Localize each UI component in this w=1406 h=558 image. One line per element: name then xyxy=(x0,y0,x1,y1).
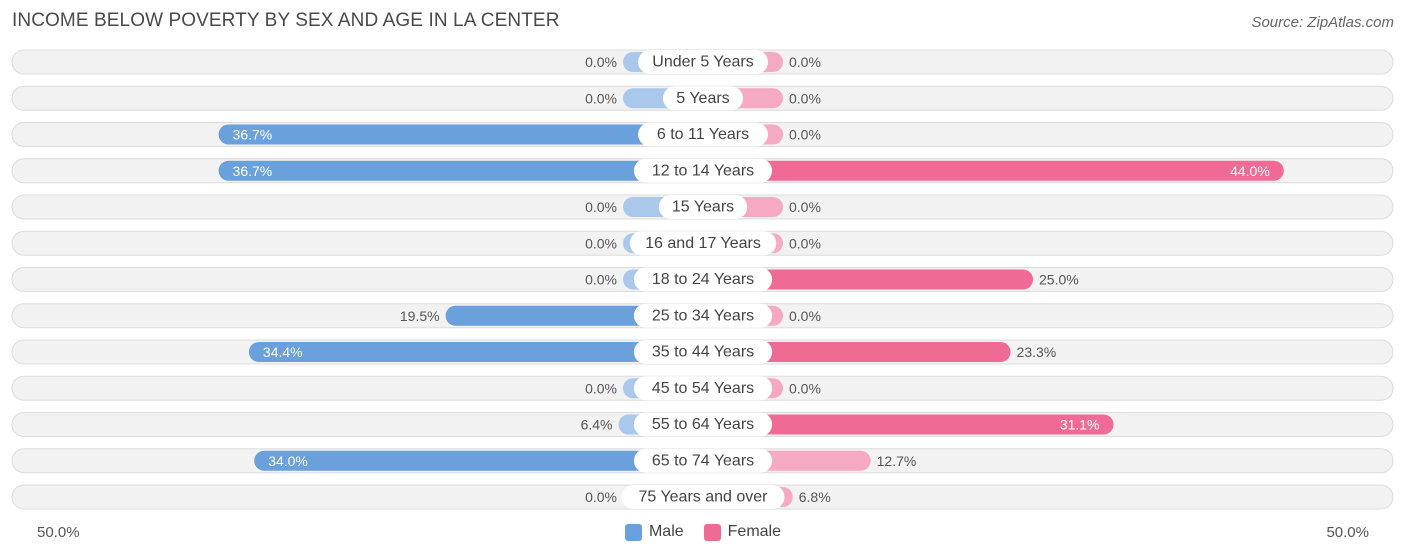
category-label: 12 to 14 Years xyxy=(652,162,754,179)
female-bar xyxy=(703,342,1011,362)
category-label: 25 to 34 Years xyxy=(652,307,754,324)
female-value-label: 25.0% xyxy=(1039,272,1079,288)
category-label: 75 Years and over xyxy=(639,489,769,506)
category-pill xyxy=(633,340,773,364)
axis-right-label: 50.0% xyxy=(1326,524,1369,541)
female-bar xyxy=(703,269,1033,290)
category-pill xyxy=(633,448,773,473)
female-value-label: 0.0% xyxy=(789,54,821,70)
source-credit: Source: ZipAtlas.com xyxy=(1251,14,1394,31)
male-swatch xyxy=(624,523,642,541)
male-value-label: 0.0% xyxy=(585,272,617,288)
female-value-label: 23.3% xyxy=(1017,344,1057,360)
female-value-label: 0.0% xyxy=(789,90,821,106)
female-bar xyxy=(703,160,1284,181)
category-label: 45 to 54 Years xyxy=(652,380,754,397)
male-bar xyxy=(254,450,703,471)
category-label: Under 5 Years xyxy=(652,54,753,71)
category-pill xyxy=(633,267,773,292)
male-value-label: 0.0% xyxy=(585,54,617,70)
category-pill xyxy=(633,412,773,437)
axis-left-label: 50.0% xyxy=(37,524,80,541)
category-label: 16 and 17 Years xyxy=(645,235,761,252)
category-label: 6 to 11 Years xyxy=(657,126,749,143)
female-value-label: 0.0% xyxy=(789,380,821,396)
male-value-label: 0.0% xyxy=(585,199,617,215)
male-value-label: 34.0% xyxy=(268,453,308,469)
category-label: 35 to 44 Years xyxy=(652,344,754,361)
male-bar xyxy=(218,124,703,145)
female-value-label: 44.0% xyxy=(1230,163,1270,179)
female-value-label: 31.1% xyxy=(1060,417,1100,433)
female-bar xyxy=(703,414,1114,435)
category-label: 55 to 64 Years xyxy=(652,416,754,433)
category-pill xyxy=(633,376,773,401)
legend: Male Female xyxy=(0,523,1406,541)
male-value-label: 0.0% xyxy=(585,90,617,106)
male-bar xyxy=(248,342,704,362)
female-swatch xyxy=(703,523,721,541)
male-bar xyxy=(218,160,703,181)
female-value-label: 0.0% xyxy=(789,308,821,324)
category-pill xyxy=(633,158,773,183)
category-pill xyxy=(633,303,773,328)
category-pill xyxy=(621,485,785,509)
category-pill xyxy=(638,50,768,74)
category-pill xyxy=(629,231,777,256)
female-value-label: 0.0% xyxy=(789,235,821,251)
male-value-label: 0.0% xyxy=(585,235,617,251)
male-value-label: 36.7% xyxy=(233,163,273,179)
legend-item-female: Female xyxy=(703,523,782,541)
female-value-label: 0.0% xyxy=(789,199,821,215)
chart-title: INCOME BELOW POVERTY BY SEX AND AGE IN L… xyxy=(12,10,560,31)
female-value-label: 6.8% xyxy=(799,489,831,505)
category-label: 15 Years xyxy=(672,199,734,216)
male-value-label: 36.7% xyxy=(233,127,273,143)
male-value-label: 0.0% xyxy=(585,380,617,396)
category-pill xyxy=(638,122,768,147)
category-pill xyxy=(658,195,748,219)
male-value-label: 34.4% xyxy=(263,344,303,360)
legend-female-label: Female xyxy=(727,523,782,540)
male-value-label: 6.4% xyxy=(581,417,613,433)
female-value-label: 0.0% xyxy=(789,127,821,143)
category-label: 5 Years xyxy=(676,90,729,107)
legend-male-label: Male xyxy=(648,523,684,540)
category-label: 18 to 24 Years xyxy=(652,271,754,288)
category-pill xyxy=(662,86,744,111)
female-value-label: 12.7% xyxy=(877,453,917,469)
legend-item-male: Male xyxy=(624,523,684,541)
diverging-bar-chart: 0.0% 0.0% Under 5 Years 0.0% 0.0% 5 Years 36.7… xyxy=(11,49,1394,510)
category-label: 65 to 74 Years xyxy=(652,452,754,469)
male-value-label: 0.0% xyxy=(585,489,617,505)
male-value-label: 19.5% xyxy=(400,308,440,324)
